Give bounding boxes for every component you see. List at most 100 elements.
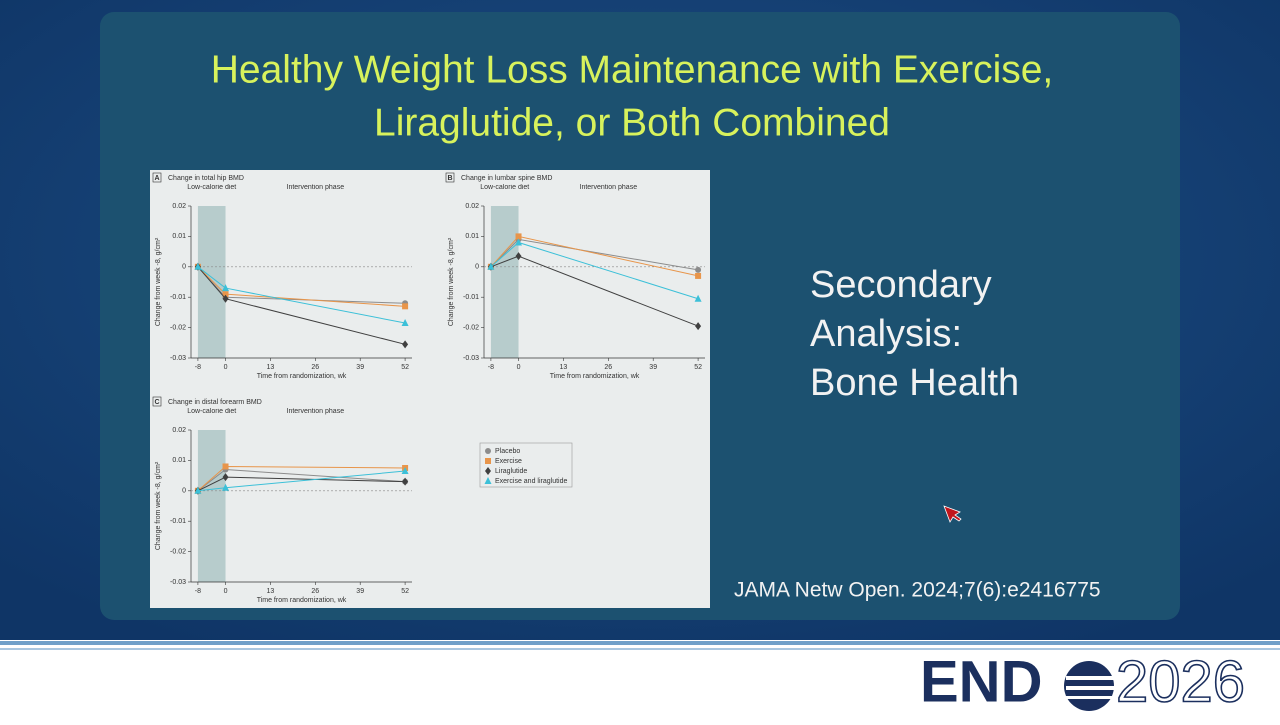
y-tick-label: 0.02 xyxy=(172,203,186,210)
y-tick-label: -0.02 xyxy=(463,324,479,331)
y-axis-label: Change from week -8, g/cm² xyxy=(448,237,455,326)
x-tick-label: -8 xyxy=(195,364,201,371)
annotation: Low-calorie diet xyxy=(187,408,237,415)
annotation: Intervention phase xyxy=(286,408,345,415)
x-tick-label: -8 xyxy=(195,588,201,595)
annotation-box: Intervention phase xyxy=(286,184,345,191)
legend-label: Liraglutide xyxy=(495,468,527,475)
y-axis-label: Change from week -8, g/cm² xyxy=(155,461,162,550)
citation: JAMA Netw Open. 2024;7(6):e2416775 xyxy=(734,579,1101,602)
x-tick-label: 0 xyxy=(224,364,228,371)
legend-marker xyxy=(485,467,491,475)
x-tick-label: 0 xyxy=(517,364,521,371)
x-tick-label: 26 xyxy=(311,588,319,595)
x-tick-label: 26 xyxy=(604,364,612,371)
y-axis-label: Change from week -8, g/cm² xyxy=(155,237,162,326)
y-tick-label: 0 xyxy=(475,264,479,271)
panel-title: Change in lumbar spine BMD xyxy=(461,175,552,182)
data-point xyxy=(695,272,702,279)
data-point xyxy=(194,262,202,270)
side-text: Secondary xyxy=(810,264,992,306)
y-tick-label: 0.02 xyxy=(172,427,186,434)
x-tick-label: 52 xyxy=(401,364,409,371)
annotation: Intervention phase xyxy=(579,184,638,191)
legend-marker xyxy=(484,477,492,484)
data-point xyxy=(222,483,230,491)
legend-label: Placebo xyxy=(495,448,520,455)
y-tick-label: -0.03 xyxy=(170,355,186,362)
x-tick-label: 39 xyxy=(649,364,657,371)
data-point xyxy=(402,477,409,486)
figure xyxy=(150,170,710,608)
y-tick-label: -0.01 xyxy=(463,294,479,301)
panel-title: Change in total hip BMD xyxy=(168,175,244,182)
chart-panel: B Change in lumbar spine BMD Low-calorie d… xyxy=(445,172,705,380)
diet-phase xyxy=(490,206,519,358)
panel-title: Change in distal forearm BMD xyxy=(168,399,262,406)
y-tick-label: -0.02 xyxy=(170,324,186,331)
x-tick-label: 13 xyxy=(560,364,568,371)
data-point xyxy=(222,291,229,298)
legend-label: Exercise and liraglutide xyxy=(495,478,567,485)
x-tick-label: 52 xyxy=(401,588,409,595)
y-tick-label: -0.03 xyxy=(463,355,479,362)
y-tick-label: -0.03 xyxy=(170,579,186,586)
data-point xyxy=(487,262,495,270)
legend-marker xyxy=(485,448,491,454)
annotation: Intervention phase xyxy=(286,184,345,191)
legend-marker xyxy=(485,458,491,464)
y-tick-label: -0.01 xyxy=(170,518,186,525)
chart-panel: C Change in distal forearm BMD Low-calorie… xyxy=(152,396,573,604)
data-point xyxy=(222,473,229,482)
data-point xyxy=(402,340,409,349)
y-tick-label: -0.01 xyxy=(170,294,186,301)
legend-label: Exercise xyxy=(495,458,522,465)
legend-box xyxy=(479,442,573,488)
data-point xyxy=(515,238,523,246)
y-tick-label: 0 xyxy=(182,264,186,271)
y-tick-label: -0.02 xyxy=(170,548,186,555)
panel-label: A xyxy=(154,175,159,182)
logo-text: END xyxy=(920,649,1042,714)
annotation-box: Low-calorie diet xyxy=(187,184,237,191)
footer-stripe xyxy=(0,648,1280,650)
x-tick-label: 39 xyxy=(356,364,364,371)
data-point xyxy=(222,294,229,303)
side-text: Bone Health xyxy=(810,362,1019,404)
annotation-box: Intervention phase xyxy=(286,408,345,415)
panel-label-box xyxy=(152,396,162,407)
data-point xyxy=(402,303,409,310)
annotation: Low-calorie diet xyxy=(187,184,237,191)
data-point xyxy=(515,233,522,240)
slide-title: Healthy Weight Loss Maintenance with Exe… xyxy=(211,48,1054,91)
x-axis-label: Time from randomization, wk xyxy=(550,373,640,380)
side-text: Analysis: xyxy=(810,313,962,355)
footer-stripe xyxy=(0,641,1280,645)
annotation-box: Low-calorie diet xyxy=(187,408,237,415)
annotation-box: Low-calorie diet xyxy=(480,184,530,191)
diet-phase xyxy=(197,430,226,582)
x-tick-label: 13 xyxy=(267,588,275,595)
x-axis-label: Time from randomization, wk xyxy=(257,373,347,380)
chart-panel: A Change in total hip BMD Low-calorie diet… xyxy=(152,172,412,380)
x-axis-label: Time from randomization, wk xyxy=(257,597,347,604)
cursor xyxy=(943,505,962,523)
y-tick-label: 0 xyxy=(182,488,186,495)
logo-text: 2026 xyxy=(1116,649,1245,714)
panel-label-box xyxy=(445,172,455,183)
data-point xyxy=(695,266,702,273)
x-tick-label: 52 xyxy=(694,364,702,371)
x-tick-label: 13 xyxy=(267,364,275,371)
annotation-box: Intervention phase xyxy=(579,184,638,191)
annotation: Low-calorie diet xyxy=(480,184,530,191)
data-point xyxy=(194,486,202,494)
logo-globe xyxy=(1064,661,1114,711)
x-tick-label: 26 xyxy=(311,364,319,371)
panel-label: C xyxy=(154,399,159,406)
data-point xyxy=(222,284,230,292)
y-tick-label: 0.01 xyxy=(172,233,186,240)
data-point xyxy=(515,252,522,261)
data-point xyxy=(694,294,702,302)
